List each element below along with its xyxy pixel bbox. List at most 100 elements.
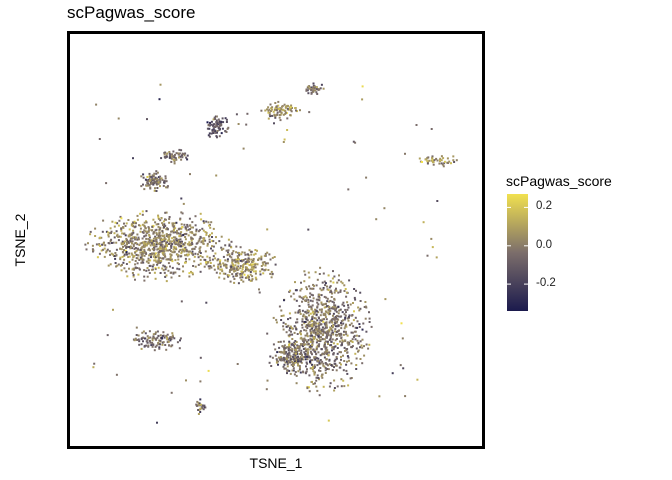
scatter-point <box>315 88 318 90</box>
scatter-point <box>284 105 287 108</box>
scatter-point <box>283 358 286 361</box>
scatter-point <box>337 330 340 333</box>
scatter-point <box>323 343 326 346</box>
scatter-point <box>155 190 158 192</box>
scatter-point <box>314 310 317 313</box>
scatter-point <box>339 308 342 311</box>
scatter-point <box>321 319 324 322</box>
scatter-point <box>211 249 214 252</box>
scatter-point <box>317 316 320 319</box>
scatter-point <box>140 185 143 188</box>
scatter-point <box>355 289 357 292</box>
scatter-point <box>129 238 132 241</box>
scatter-point <box>325 358 328 361</box>
scatter-point <box>286 353 289 356</box>
scatter-point <box>114 262 117 264</box>
scatter-point <box>306 341 309 344</box>
scatter-point <box>277 104 280 107</box>
scatter-point <box>128 252 131 255</box>
scatter-point <box>341 341 344 344</box>
scatter-point <box>188 272 191 275</box>
scatter-point <box>214 125 217 128</box>
scatter-point <box>302 339 304 342</box>
scatter-point <box>276 351 279 354</box>
scatter-point <box>155 238 158 241</box>
scatter-point <box>252 260 255 263</box>
scatter-point <box>240 253 243 256</box>
scatter-point <box>191 273 194 276</box>
scatter-point <box>212 128 215 131</box>
scatter-point <box>318 343 321 346</box>
scatter-point <box>346 360 348 363</box>
scatter-point <box>230 265 233 268</box>
scatter-point <box>289 325 292 328</box>
scatter-point <box>330 291 333 293</box>
scatter-point <box>310 89 313 91</box>
scatter-point <box>281 108 284 111</box>
scatter-point <box>121 232 124 235</box>
scatter-point <box>426 160 429 163</box>
scatter-point <box>274 263 277 266</box>
scatter-point <box>342 340 345 343</box>
scatter-point <box>172 231 175 234</box>
scatter-point <box>158 231 161 234</box>
scatter-point <box>361 362 364 365</box>
scatter-point <box>416 378 419 381</box>
scatter-point <box>292 292 295 295</box>
scatter-point <box>210 247 212 250</box>
scatter-point <box>279 108 282 110</box>
scatter-point <box>340 355 342 358</box>
scatter-point <box>148 177 151 180</box>
scatter-point <box>171 155 174 158</box>
legend-title: scPagwas_score <box>506 173 612 189</box>
scatter-point <box>188 217 191 220</box>
scatter-point <box>327 419 330 422</box>
scatter-point <box>345 291 348 294</box>
scatter-point <box>134 242 137 245</box>
scatter-point <box>191 221 194 224</box>
scatter-point <box>152 333 155 336</box>
scatter-point <box>236 272 239 275</box>
scatter-point <box>307 339 310 342</box>
scatter-point <box>341 339 344 342</box>
scatter-point <box>163 238 166 241</box>
scatter-point <box>161 337 164 340</box>
scatter-point <box>320 311 323 314</box>
scatter-point <box>337 324 340 327</box>
scatter-point <box>291 355 294 358</box>
scatter-point <box>177 153 180 156</box>
scatter-point <box>427 156 430 159</box>
scatter-point <box>315 353 318 356</box>
scatter-point <box>180 250 183 253</box>
scatter-point <box>220 120 223 123</box>
scatter-point <box>294 107 297 110</box>
scatter-point <box>310 344 312 347</box>
scatter-point <box>114 252 117 254</box>
scatter-point <box>141 210 144 213</box>
scatter-point <box>352 336 355 338</box>
scatter-point <box>336 343 339 345</box>
scatter-point <box>180 242 183 245</box>
scatter-point <box>189 224 192 227</box>
scatter-point <box>179 232 182 235</box>
scatter-point <box>244 270 247 273</box>
scatter-point <box>294 358 297 361</box>
scatter-point <box>298 347 301 349</box>
scatter-point <box>317 339 319 342</box>
scatter-point <box>171 251 174 254</box>
scatter-point <box>152 249 155 252</box>
scatter-point <box>275 318 278 321</box>
scatter-point <box>201 404 204 407</box>
scatter-point <box>320 336 323 339</box>
scatter-point <box>316 374 319 377</box>
scatter-point <box>282 141 285 143</box>
scatter-point <box>155 170 158 173</box>
scatter-point <box>214 129 217 132</box>
scatter-point <box>199 407 202 410</box>
scatter-point <box>259 273 262 276</box>
scatter-point <box>146 275 149 278</box>
scatter-point <box>150 344 153 347</box>
scatter-point <box>186 158 189 161</box>
scatter-point <box>184 261 187 264</box>
scatter-point <box>280 356 282 358</box>
